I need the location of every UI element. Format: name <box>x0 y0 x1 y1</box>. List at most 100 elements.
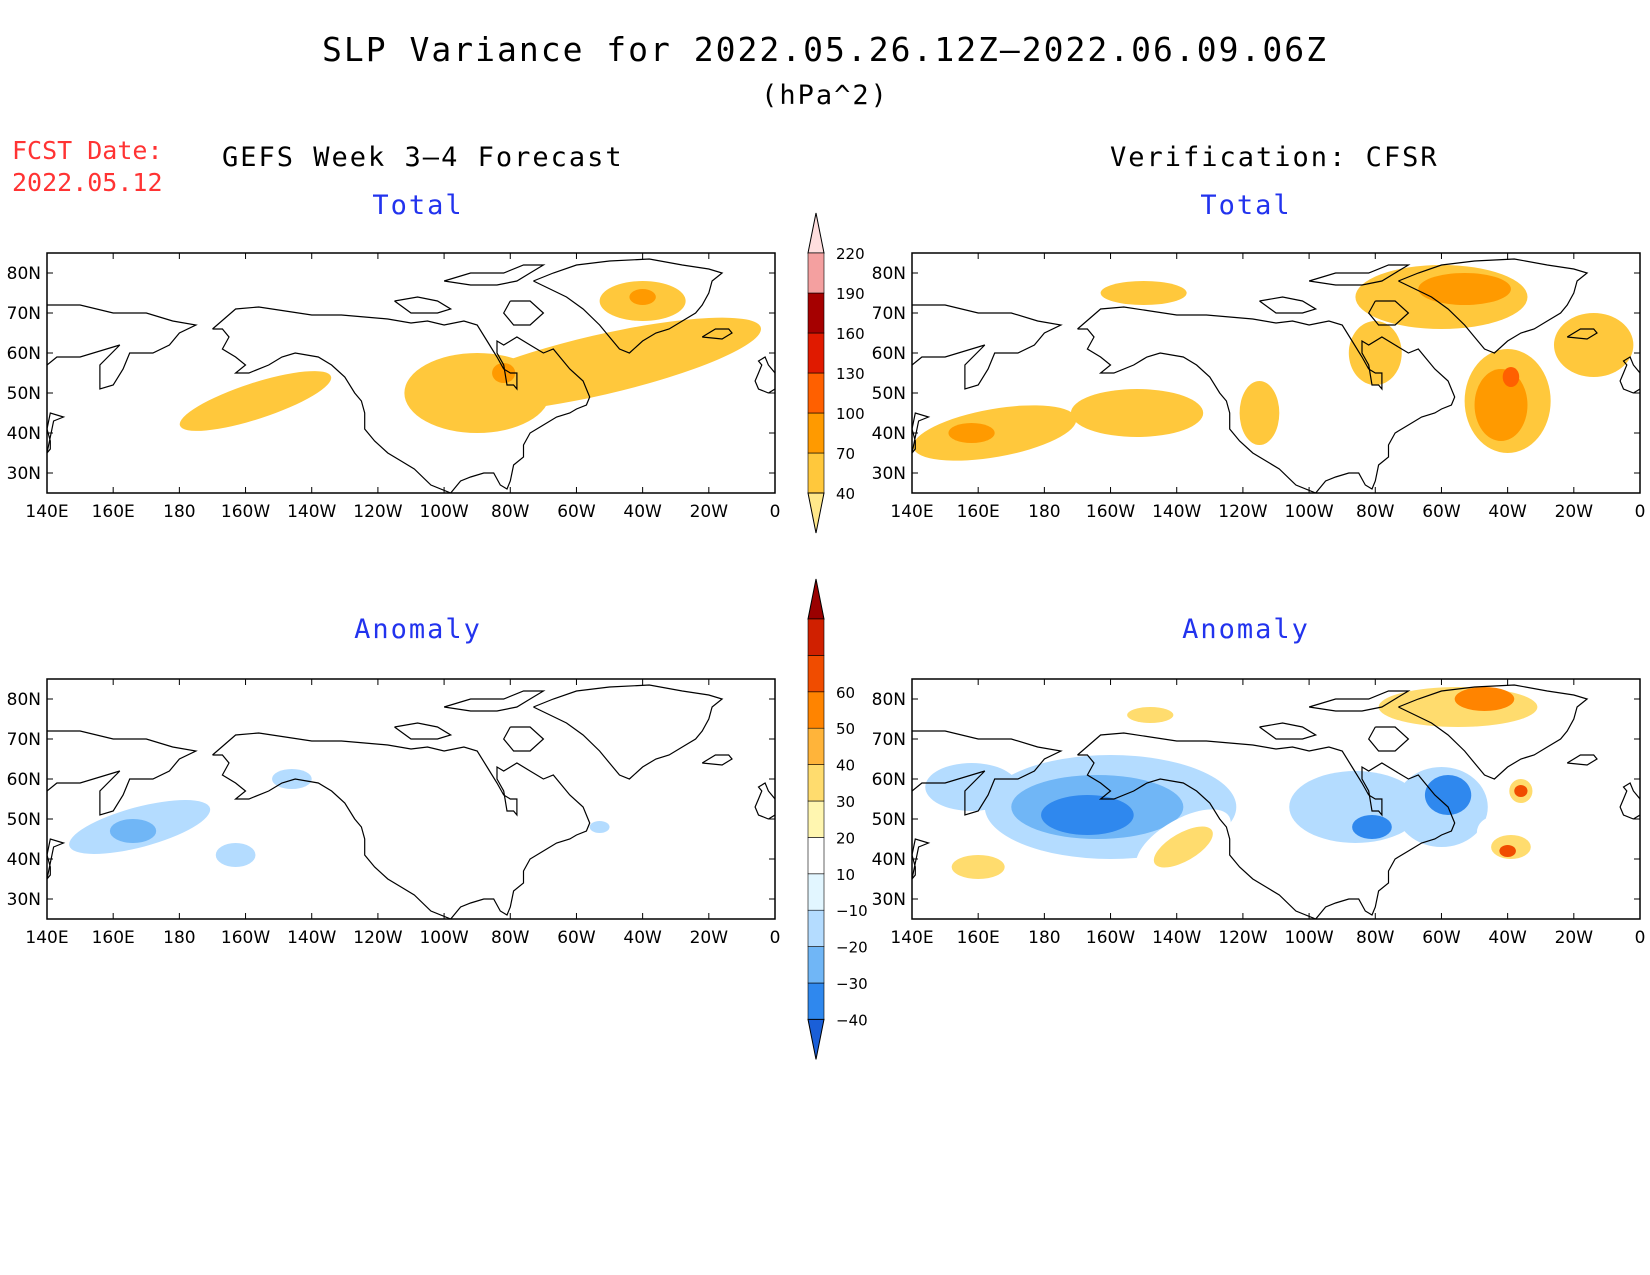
coastline <box>912 730 1063 816</box>
coastline <box>394 722 453 740</box>
x-tick-label: 40W <box>623 928 662 948</box>
x-tick-label: 80W <box>491 928 530 948</box>
coastline <box>1619 356 1640 394</box>
coastline <box>912 838 931 880</box>
contour-region <box>1553 313 1634 377</box>
x-tick-label: 60W <box>1422 928 1461 948</box>
x-tick-label: 140W <box>287 502 336 522</box>
coastlines <box>912 258 1640 493</box>
colorbar-label: 190 <box>836 285 865 303</box>
colorbar-label: 130 <box>836 365 865 383</box>
x-tick-label: 160E <box>957 928 1000 948</box>
colorbar-label: 50 <box>836 720 855 738</box>
x-tick-label: 20W <box>1555 502 1594 522</box>
x-tick-label: 100W <box>1284 928 1333 948</box>
coastline <box>1566 328 1598 340</box>
coastline <box>1398 684 1589 780</box>
coastline <box>1077 732 1456 919</box>
x-tick-label: 80W <box>1356 928 1395 948</box>
x-tick-label: 20W <box>690 928 729 948</box>
fcst-date-value: 2022.05.12 <box>12 168 163 197</box>
colorbar-label: 70 <box>836 445 855 463</box>
colorbar-box <box>807 764 825 802</box>
coastline <box>533 258 724 354</box>
contour-region <box>1352 815 1392 839</box>
y-tick-label: 40N <box>7 850 41 870</box>
contour-region <box>948 423 995 443</box>
coastline <box>912 412 931 454</box>
contour-region <box>272 769 312 789</box>
coastline <box>1398 258 1589 354</box>
map-frame <box>911 678 1641 920</box>
y-tick-label: 40N <box>872 850 906 870</box>
colorbar-box <box>807 837 825 875</box>
x-tick-label: 160W <box>1086 928 1135 948</box>
colorbar-label: 60 <box>836 684 855 702</box>
y-tick-label: 50N <box>7 810 41 830</box>
contour-region <box>1474 369 1528 441</box>
colorbar-box <box>807 727 825 765</box>
colorbar-extend-top <box>807 212 825 254</box>
contour-region <box>1610 719 1640 735</box>
x-tick-label: 60W <box>1422 502 1461 522</box>
contour-region <box>1390 857 1493 893</box>
x-tick-label: 100W <box>1284 502 1333 522</box>
y-tick-label: 60N <box>872 344 906 364</box>
x-tick-label: 160E <box>92 928 135 948</box>
coastline <box>1566 754 1598 766</box>
coastline <box>701 328 733 340</box>
coastline <box>502 726 545 752</box>
coastline <box>1308 264 1411 286</box>
colorbar-total: 40 70 100 130 160 190 220 <box>807 212 865 534</box>
x-tick-label: 180 <box>163 502 195 522</box>
map-background <box>47 679 775 919</box>
x-tick-label: 0 <box>1635 502 1646 522</box>
colorbar-label: 40 <box>836 485 855 503</box>
map-frame <box>46 252 776 494</box>
contour-region <box>1100 281 1187 305</box>
x-tick-label: 160W <box>221 502 270 522</box>
coastline <box>212 328 451 493</box>
y-tick-label: 30N <box>872 890 906 910</box>
contour-region <box>215 843 256 867</box>
panel-title-forecast-anomaly: Anomaly <box>354 614 482 645</box>
x-tick-label: 160W <box>1086 502 1135 522</box>
coastline <box>47 838 66 880</box>
coastline <box>754 782 775 820</box>
colorbar-box <box>807 618 825 656</box>
colorbar-label: 100 <box>836 405 865 423</box>
coastline <box>701 754 733 766</box>
figure-units: (hPa^2) <box>761 80 889 111</box>
verification-column-header: Verification: CFSR <box>1110 142 1439 173</box>
colorbar-extend-bottom <box>807 492 825 534</box>
y-tick-label: 60N <box>7 344 41 364</box>
contour-region <box>454 827 514 859</box>
map-panel-1: 140E 160E 180 160W 140W 120W 100W 80W 60W 40W 20W 0… <box>872 252 1646 522</box>
colorbar-label: 30 <box>836 793 855 811</box>
contour-region <box>1070 389 1204 437</box>
x-tick-label: 100W <box>419 502 468 522</box>
y-tick-label: 30N <box>872 464 906 484</box>
colorbar-box <box>807 412 825 454</box>
x-tick-label: 120W <box>353 928 402 948</box>
map-frame <box>911 252 1641 494</box>
colorbar-label: 160 <box>836 325 865 343</box>
coastline <box>502 300 545 326</box>
figure-title: SLP Variance for 2022.05.26.12Z–2022.06.… <box>322 30 1328 69</box>
colorbar-box <box>807 372 825 414</box>
coastline <box>1077 328 1316 493</box>
coastline <box>47 304 198 390</box>
contour-region <box>1041 795 1134 835</box>
x-tick-label: 40W <box>1488 502 1527 522</box>
contour-region <box>109 819 157 843</box>
fcst-date-label: FCST Date: <box>12 136 163 165</box>
colorbar-box <box>807 946 825 984</box>
y-tick-label: 80N <box>7 690 41 710</box>
x-tick-label: 140W <box>1152 928 1201 948</box>
contour-region <box>925 763 1018 811</box>
x-tick-label: 180 <box>1028 928 1060 948</box>
y-tick-label: 50N <box>7 384 41 404</box>
coastline <box>443 264 546 286</box>
colorbar-box <box>807 800 825 838</box>
y-tick-label: 80N <box>872 264 906 284</box>
